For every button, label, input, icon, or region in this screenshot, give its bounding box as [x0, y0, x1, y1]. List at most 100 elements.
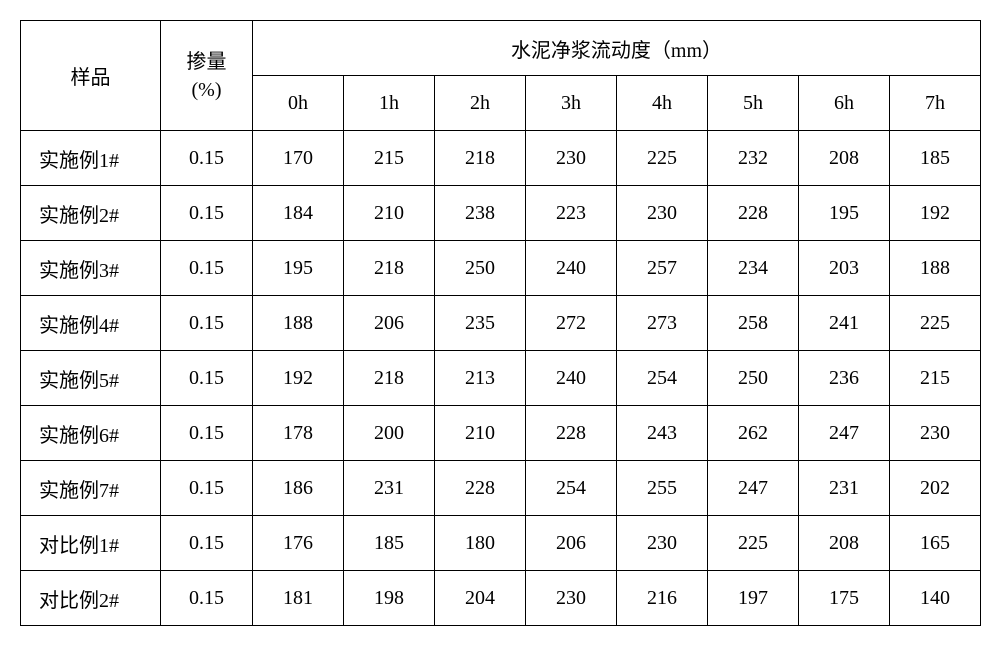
cell-value: 225 [890, 296, 981, 351]
cell-value: 208 [799, 516, 890, 571]
cell-sample: 实施例3# [21, 241, 161, 296]
header-hour-2: 2h [435, 76, 526, 131]
table-row: 实施例7#0.15186231228254255247231202 [21, 461, 981, 516]
header-hour-5: 5h [708, 76, 799, 131]
cell-sample: 实施例5# [21, 351, 161, 406]
cell-value: 203 [799, 241, 890, 296]
cell-value: 234 [708, 241, 799, 296]
cell-value: 170 [253, 131, 344, 186]
cell-value: 208 [799, 131, 890, 186]
cell-value: 218 [344, 351, 435, 406]
header-sample: 样品 [21, 21, 161, 131]
cell-sample: 实施例6# [21, 406, 161, 461]
cell-value: 195 [253, 241, 344, 296]
cell-value: 238 [435, 186, 526, 241]
cell-dosage: 0.15 [161, 296, 253, 351]
table-row: 对比例2#0.15181198204230216197175140 [21, 571, 981, 626]
cell-value: 197 [708, 571, 799, 626]
cell-value: 192 [253, 351, 344, 406]
cell-value: 230 [617, 186, 708, 241]
cell-value: 200 [344, 406, 435, 461]
cell-value: 185 [890, 131, 981, 186]
cell-value: 232 [708, 131, 799, 186]
cell-value: 235 [435, 296, 526, 351]
header-group-title: 水泥净浆流动度（mm） [253, 21, 981, 76]
cell-value: 228 [435, 461, 526, 516]
cell-value: 254 [526, 461, 617, 516]
cell-value: 273 [617, 296, 708, 351]
cell-value: 230 [617, 516, 708, 571]
header-row-1: 样品 掺量 (%) 水泥净浆流动度（mm） [21, 21, 981, 76]
table-body: 实施例1#0.15170215218230225232208185实施例2#0.… [21, 131, 981, 626]
cell-value: 206 [344, 296, 435, 351]
cell-value: 178 [253, 406, 344, 461]
table-row: 实施例2#0.15184210238223230228195192 [21, 186, 981, 241]
cell-value: 175 [799, 571, 890, 626]
cell-value: 231 [799, 461, 890, 516]
cell-value: 240 [526, 241, 617, 296]
header-dosage-line2: (%) [161, 76, 252, 104]
cell-value: 140 [890, 571, 981, 626]
cell-value: 250 [708, 351, 799, 406]
cell-dosage: 0.15 [161, 186, 253, 241]
header-hour-7: 7h [890, 76, 981, 131]
cell-value: 215 [344, 131, 435, 186]
cell-sample: 实施例4# [21, 296, 161, 351]
cell-value: 230 [890, 406, 981, 461]
cell-value: 206 [526, 516, 617, 571]
cell-value: 231 [344, 461, 435, 516]
cell-value: 202 [890, 461, 981, 516]
cell-dosage: 0.15 [161, 461, 253, 516]
cell-value: 258 [708, 296, 799, 351]
cell-value: 186 [253, 461, 344, 516]
cell-value: 225 [617, 131, 708, 186]
cell-value: 243 [617, 406, 708, 461]
cell-value: 241 [799, 296, 890, 351]
cell-value: 213 [435, 351, 526, 406]
cell-dosage: 0.15 [161, 571, 253, 626]
cell-value: 257 [617, 241, 708, 296]
cell-value: 176 [253, 516, 344, 571]
table-row: 实施例3#0.15195218250240257234203188 [21, 241, 981, 296]
header-dosage: 掺量 (%) [161, 21, 253, 131]
cell-value: 180 [435, 516, 526, 571]
cell-dosage: 0.15 [161, 131, 253, 186]
cell-value: 210 [344, 186, 435, 241]
cell-dosage: 0.15 [161, 351, 253, 406]
cell-sample: 对比例2# [21, 571, 161, 626]
cell-value: 195 [799, 186, 890, 241]
cell-value: 254 [617, 351, 708, 406]
data-table: 样品 掺量 (%) 水泥净浆流动度（mm） 0h 1h 2h 3h 4h 5h … [20, 20, 981, 626]
cell-sample: 实施例2# [21, 186, 161, 241]
cell-value: 272 [526, 296, 617, 351]
cell-value: 230 [526, 131, 617, 186]
cell-value: 247 [799, 406, 890, 461]
header-dosage-line1: 掺量 [161, 48, 252, 76]
header-hour-3: 3h [526, 76, 617, 131]
cell-value: 216 [617, 571, 708, 626]
cell-sample: 实施例1# [21, 131, 161, 186]
cell-value: 184 [253, 186, 344, 241]
cell-value: 240 [526, 351, 617, 406]
cell-value: 188 [890, 241, 981, 296]
cell-value: 228 [526, 406, 617, 461]
header-hour-0: 0h [253, 76, 344, 131]
cell-value: 210 [435, 406, 526, 461]
table-row: 实施例4#0.15188206235272273258241225 [21, 296, 981, 351]
cell-value: 192 [890, 186, 981, 241]
cell-value: 225 [708, 516, 799, 571]
cell-value: 218 [435, 131, 526, 186]
cell-value: 165 [890, 516, 981, 571]
header-hour-4: 4h [617, 76, 708, 131]
table-row: 实施例6#0.15178200210228243262247230 [21, 406, 981, 461]
cell-value: 255 [617, 461, 708, 516]
cell-dosage: 0.15 [161, 406, 253, 461]
cell-value: 236 [799, 351, 890, 406]
cell-value: 188 [253, 296, 344, 351]
cell-value: 230 [526, 571, 617, 626]
cell-value: 181 [253, 571, 344, 626]
table-header: 样品 掺量 (%) 水泥净浆流动度（mm） 0h 1h 2h 3h 4h 5h … [21, 21, 981, 131]
cell-value: 204 [435, 571, 526, 626]
cell-value: 185 [344, 516, 435, 571]
cell-value: 218 [344, 241, 435, 296]
